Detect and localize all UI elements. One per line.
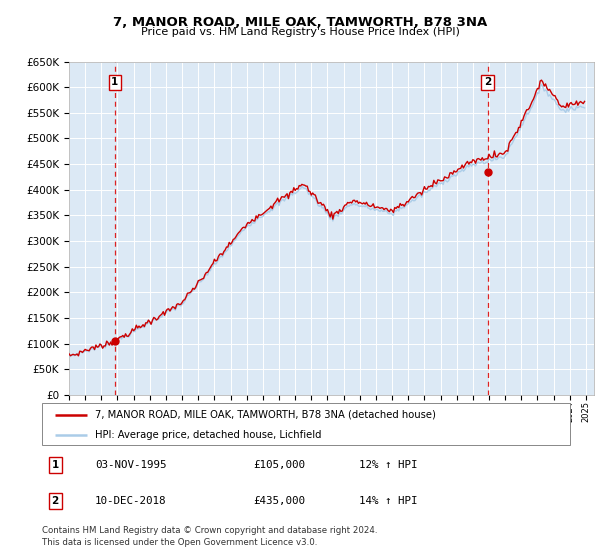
Text: 2: 2 (52, 496, 59, 506)
Text: 7, MANOR ROAD, MILE OAK, TAMWORTH, B78 3NA: 7, MANOR ROAD, MILE OAK, TAMWORTH, B78 3… (113, 16, 487, 29)
FancyBboxPatch shape (42, 403, 570, 445)
Text: Contains HM Land Registry data © Crown copyright and database right 2024.
This d: Contains HM Land Registry data © Crown c… (42, 526, 377, 547)
Text: 03-NOV-1995: 03-NOV-1995 (95, 460, 166, 470)
Text: 14% ↑ HPI: 14% ↑ HPI (359, 496, 418, 506)
Text: Price paid vs. HM Land Registry's House Price Index (HPI): Price paid vs. HM Land Registry's House … (140, 27, 460, 37)
Text: 10-DEC-2018: 10-DEC-2018 (95, 496, 166, 506)
Text: 1: 1 (111, 77, 119, 87)
Text: 2: 2 (484, 77, 491, 87)
Text: £435,000: £435,000 (253, 496, 305, 506)
Text: 7, MANOR ROAD, MILE OAK, TAMWORTH, B78 3NA (detached house): 7, MANOR ROAD, MILE OAK, TAMWORTH, B78 3… (95, 410, 436, 420)
Text: 12% ↑ HPI: 12% ↑ HPI (359, 460, 418, 470)
Text: £105,000: £105,000 (253, 460, 305, 470)
Text: HPI: Average price, detached house, Lichfield: HPI: Average price, detached house, Lich… (95, 430, 322, 440)
Text: 1: 1 (52, 460, 59, 470)
